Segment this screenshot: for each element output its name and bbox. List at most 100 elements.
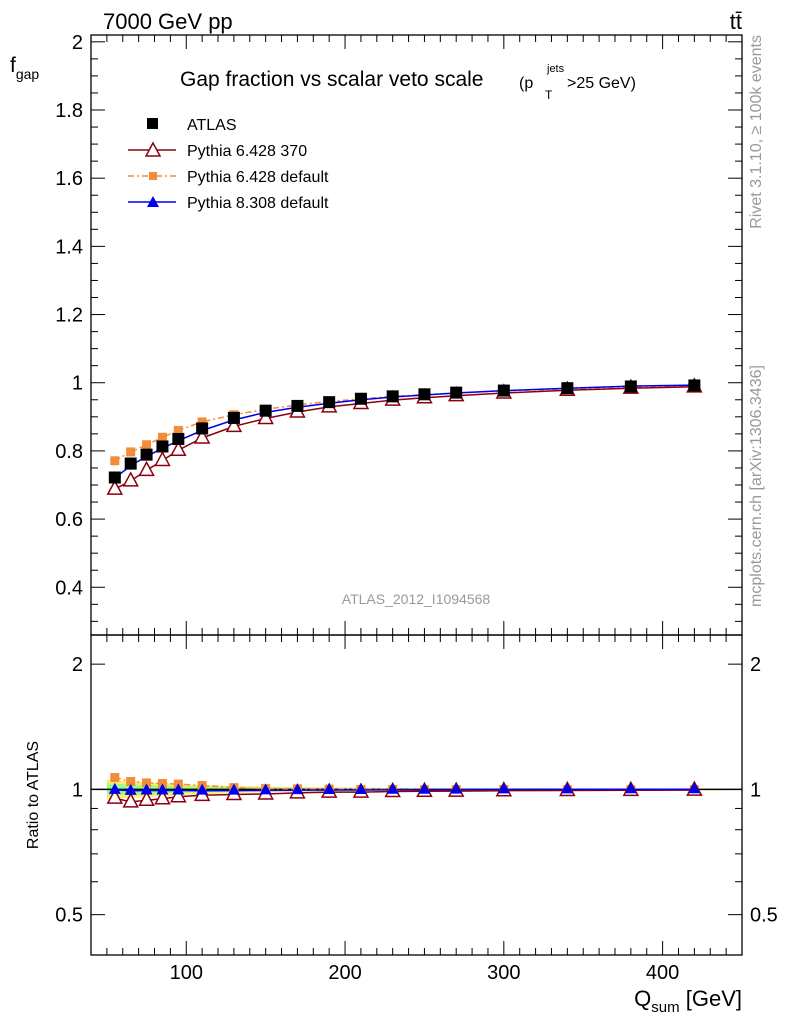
series-1-point [170, 440, 187, 456]
ratio-axis-ticks: 0.5 1 2 0.5 1 2 100 200 300 400 [55, 635, 778, 984]
legend-marker-p6-370 [144, 141, 162, 157]
series-3-ratio-point [140, 783, 153, 795]
ratio-ytick-label-right: 1 [750, 779, 761, 801]
ratio-ytick-label-right: 0.5 [750, 905, 778, 927]
series-3-ratio-point [227, 783, 240, 795]
x-axis-label: Qsum [GeV] [634, 986, 742, 1016]
series-3-ratio-point [450, 782, 463, 794]
series-0-point [323, 396, 336, 409]
series-2-point [197, 417, 207, 427]
series-0-point [624, 380, 637, 393]
ratio-frame [90, 634, 743, 956]
x-tick-label: 300 [487, 962, 520, 984]
series-0-point [450, 386, 463, 399]
series-3-ratio-point [124, 783, 137, 795]
series-0-point [227, 411, 240, 424]
legend-entry-p8-default: Pythia 8.308 default [128, 195, 329, 212]
series-3-ratio-point [561, 782, 574, 794]
series-3-ratio-point [354, 782, 367, 794]
series-3-ratio-point [259, 783, 272, 795]
series-1-ratio-point [154, 789, 171, 805]
main-ytick-label: 0.8 [55, 441, 83, 463]
series-2-point [157, 432, 167, 442]
legend-label-p6-370: Pythia 6.428 370 [187, 143, 307, 160]
ratio-ytick-label-left: 2 [72, 654, 83, 676]
series-1-point [122, 471, 139, 487]
main-ytick-label: 1 [72, 373, 83, 395]
series-0-point [140, 448, 153, 461]
series-2-point [126, 447, 136, 457]
plot-title: Gap fraction vs scalar veto scale (p jet… [180, 63, 636, 102]
series-0-point [172, 432, 185, 445]
series-0-point [418, 388, 431, 401]
series-2-ratio-point [110, 773, 120, 783]
series-3-ratio-point [418, 782, 431, 794]
series-2-ratio-point [157, 779, 167, 789]
title-main: Gap fraction vs scalar veto scale [180, 68, 483, 91]
series-3-ratio-point [172, 783, 185, 795]
title-cut-tail: >25 GeV) [567, 75, 636, 92]
ratio-ytick-label-left: 1 [72, 779, 83, 801]
series-1-ratio-point [170, 787, 187, 803]
series-2-point [110, 456, 120, 466]
series-0-point [124, 457, 137, 470]
series-0-point [561, 382, 574, 395]
series-1-ratio-point [106, 788, 124, 804]
series-0-point [156, 440, 169, 453]
rivet-label: Rivet 3.1.10, ≥ 100k events [748, 35, 765, 229]
x-tick-label: 100 [170, 962, 203, 984]
main-ytick-label: 1.6 [55, 168, 83, 190]
title-cut-sup: jets [546, 63, 565, 75]
energy-label: 7000 GeV pp [103, 9, 233, 34]
main-ylabel: fgap [10, 54, 39, 82]
main-axis-ticks: 0.4 0.6 0.8 1 1.2 1.4 1.6 1.8 2 [55, 32, 743, 635]
legend-label-p8-default: Pythia 8.308 default [187, 195, 329, 212]
title-cut-sub: T [545, 88, 553, 102]
legend-label-p6-default: Pythia 6.428 default [187, 169, 329, 186]
main-ytick-label: 1.4 [55, 236, 83, 258]
series-1-point [225, 416, 243, 433]
series-0-point [354, 392, 367, 405]
series-1-ratio-point [138, 790, 155, 807]
series-2-point [173, 425, 183, 435]
title-cut: (p [519, 75, 533, 92]
series-0-point [108, 471, 121, 484]
process-label: tt̄ [730, 9, 742, 34]
legend-entry-atlas: ATLAS [147, 117, 237, 134]
series-0-point [688, 379, 701, 392]
x-tick-label: 400 [646, 962, 679, 984]
series-0-point [497, 384, 510, 397]
series-3-ratio-point [108, 782, 121, 794]
main-ytick-label: 2 [72, 32, 83, 54]
series-0-point [386, 390, 399, 403]
legend-marker-p8-default [147, 196, 159, 207]
legend-label-atlas: ATLAS [187, 117, 237, 134]
legend-marker-atlas [147, 118, 158, 129]
mcplots-label: mcplots.cern.ch [arXiv:1306.3436] [748, 365, 765, 607]
series-1-point [193, 428, 211, 444]
main-ytick-label: 1.8 [55, 100, 83, 122]
series-3-ratio-point [386, 782, 399, 794]
x-tick-label: 200 [328, 962, 361, 984]
series-3-ratio-point [156, 783, 169, 795]
series-1-ratio-point [122, 792, 139, 808]
series-3-ratio-point [323, 782, 336, 794]
series-3-ratio-point [624, 782, 637, 794]
series-3-ratio-point [497, 782, 510, 794]
series-1-point [138, 460, 155, 477]
series-3-ratio-point [196, 783, 209, 795]
legend-marker-p6-default [149, 172, 157, 180]
main-ytick-label: 1.2 [55, 305, 83, 327]
legend-entry-p6-370: Pythia 6.428 370 [128, 141, 307, 160]
analysis-id: ATLAS_2012_I1094568 [342, 591, 491, 607]
series-0-point [259, 404, 272, 417]
legend: ATLAS Pythia 6.428 370 Pythia 6.428 defa… [128, 117, 329, 212]
main-series [106, 377, 703, 495]
main-ytick-label: 0.4 [55, 577, 83, 599]
ratio-ylabel: Ratio to ATLAS [25, 741, 42, 849]
ratio-ytick-label-left: 0.5 [55, 905, 83, 927]
main-ytick-label: 0.6 [55, 509, 83, 531]
series-1-point [106, 479, 124, 495]
series-2-ratio-point [142, 778, 152, 788]
